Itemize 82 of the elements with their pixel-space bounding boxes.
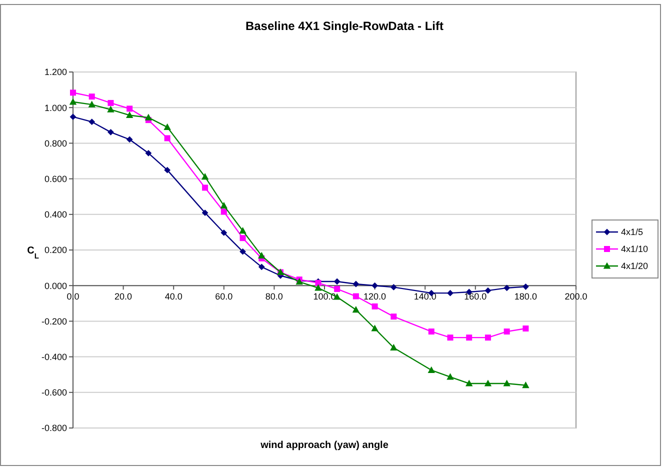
x-tick-label: 120.0 bbox=[364, 292, 386, 302]
point bbox=[144, 114, 152, 120]
point bbox=[145, 150, 152, 156]
point bbox=[108, 100, 114, 106]
y-tick-label: 0.000 bbox=[44, 280, 67, 291]
point bbox=[352, 306, 360, 313]
point bbox=[126, 106, 133, 112]
point bbox=[164, 166, 171, 174]
legend-label: 4x1/10 bbox=[621, 244, 648, 254]
y-tick-label: 1.200 bbox=[44, 67, 67, 78]
y-tick-label: 0.800 bbox=[44, 138, 67, 148]
y-tick-label: -0.400 bbox=[41, 352, 67, 362]
x-tick-label: 160.0 bbox=[464, 292, 487, 302]
point bbox=[504, 328, 510, 335]
point bbox=[107, 106, 114, 112]
y-tick-label: -0.600 bbox=[41, 388, 67, 398]
point bbox=[522, 283, 529, 290]
point bbox=[126, 136, 133, 143]
x-tick-label: 180.0 bbox=[514, 292, 537, 302]
point bbox=[503, 380, 510, 386]
point bbox=[69, 98, 77, 105]
point bbox=[428, 366, 435, 373]
point bbox=[164, 123, 171, 130]
point bbox=[201, 173, 209, 180]
x-axis-title: wind approach (yaw) angle bbox=[260, 440, 389, 451]
point bbox=[447, 290, 454, 296]
point bbox=[258, 252, 266, 258]
point bbox=[164, 135, 170, 142]
point bbox=[314, 284, 322, 291]
point bbox=[88, 100, 96, 108]
x-tick-label: 140.0 bbox=[414, 292, 436, 302]
chart-title: Baseline 4X1 Single-RowData - Lift bbox=[245, 19, 444, 33]
point bbox=[522, 381, 530, 388]
point bbox=[258, 264, 265, 270]
point bbox=[372, 282, 378, 289]
y-tick-label: 0.400 bbox=[44, 210, 67, 220]
x-tick-label: 80.0 bbox=[265, 292, 283, 302]
point bbox=[334, 278, 340, 285]
point bbox=[371, 324, 378, 332]
point bbox=[220, 202, 228, 208]
y-tick-label: 1.000 bbox=[44, 102, 67, 113]
point bbox=[126, 111, 134, 118]
point bbox=[428, 328, 434, 335]
y-tick-label: -0.200 bbox=[41, 316, 67, 326]
point bbox=[504, 284, 510, 292]
point bbox=[108, 128, 114, 136]
point bbox=[334, 286, 340, 292]
point bbox=[446, 373, 454, 380]
legend-label: 4x1/20 bbox=[621, 261, 648, 272]
x-tick-label: 20.0 bbox=[114, 292, 132, 302]
point bbox=[239, 226, 246, 234]
point bbox=[390, 284, 397, 290]
x-tick-label: 40.0 bbox=[164, 292, 182, 302]
point bbox=[372, 303, 378, 310]
point bbox=[466, 334, 472, 341]
y-tick-label: 0.600 bbox=[44, 174, 67, 184]
point bbox=[390, 344, 398, 351]
point bbox=[484, 287, 492, 294]
point bbox=[466, 380, 473, 386]
point bbox=[352, 293, 359, 300]
point bbox=[202, 184, 208, 191]
point bbox=[70, 90, 76, 96]
point bbox=[352, 280, 360, 288]
point bbox=[447, 334, 454, 341]
point bbox=[484, 334, 491, 341]
point bbox=[220, 230, 228, 236]
point bbox=[240, 235, 246, 242]
x-tick-label: 200.0 bbox=[564, 292, 588, 302]
point bbox=[88, 94, 95, 100]
point bbox=[390, 314, 397, 320]
point bbox=[522, 326, 529, 332]
point bbox=[220, 208, 227, 215]
x-tick-label: 60.0 bbox=[215, 292, 233, 302]
point bbox=[70, 114, 76, 120]
point bbox=[88, 118, 96, 126]
point bbox=[202, 210, 208, 216]
point bbox=[240, 248, 246, 255]
point bbox=[484, 380, 492, 386]
legend-label: 4x1/5 bbox=[621, 227, 644, 238]
y-tick-label: -0.800 bbox=[41, 423, 67, 434]
y-tick-label: 0.200 bbox=[44, 245, 67, 256]
y-axis-title: C$_{L}$ bbox=[27, 246, 40, 260]
